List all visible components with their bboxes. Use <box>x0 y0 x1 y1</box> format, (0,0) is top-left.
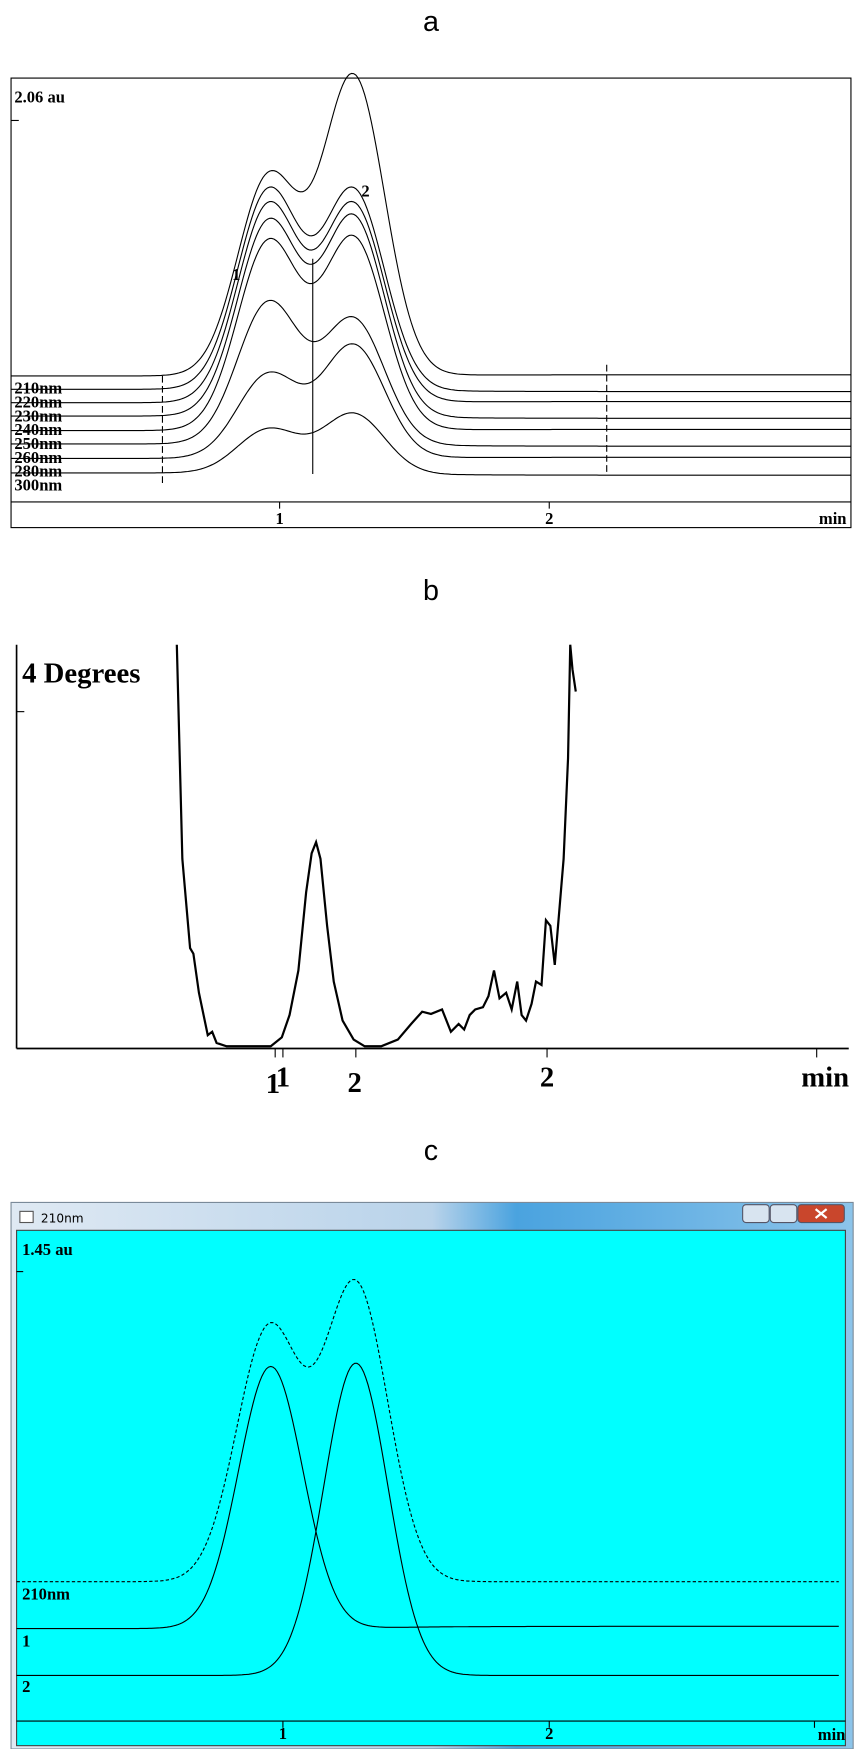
window-title: 210nm <box>41 1211 84 1225</box>
y-label: 1.45 au <box>22 1240 73 1259</box>
panel-label: c <box>424 1135 438 1167</box>
trace-label: 210nm <box>22 1584 70 1603</box>
trace <box>11 412 851 476</box>
plot-frame <box>10 77 852 529</box>
y-label: 4 Degrees <box>22 658 140 690</box>
channel-label: 210nm <box>14 379 62 398</box>
channel-label: 260nm <box>14 448 62 467</box>
y-label: 2.06 au <box>14 88 65 107</box>
x-tick-label: 1 <box>266 1068 280 1100</box>
maximize-button[interactable] <box>769 1204 798 1224</box>
x-unit: min <box>801 1061 849 1093</box>
trace <box>11 72 851 377</box>
x-unit: min <box>818 1725 846 1744</box>
plot-area <box>16 1229 846 1747</box>
trace <box>175 644 577 1048</box>
x-tick-label: 2 <box>540 1061 554 1093</box>
trace <box>16 1362 839 1676</box>
x-tick-label: 2 <box>545 1724 553 1743</box>
channel-label: 220nm <box>14 393 62 412</box>
panel-label: b <box>423 575 439 607</box>
channel-label: 280nm <box>14 462 62 481</box>
trace <box>11 186 851 393</box>
panel-label: a <box>423 6 440 38</box>
channel-label: 240nm <box>14 420 62 439</box>
trace-label: 2 <box>22 1677 30 1696</box>
x-tick-label: 1 <box>279 1724 287 1743</box>
channel-label: 300nm <box>14 475 62 494</box>
trace <box>11 299 851 447</box>
x-tick-label: 1 <box>276 1061 290 1093</box>
x-tick-label: 2 <box>348 1067 362 1099</box>
window-icon <box>19 1210 34 1224</box>
trace <box>16 1365 839 1630</box>
trace <box>11 200 851 404</box>
trace-label: 1 <box>22 1631 30 1650</box>
trace <box>11 343 851 460</box>
x-unit: min <box>819 509 847 528</box>
close-icon <box>814 1208 828 1219</box>
x-tick-label: 2 <box>545 509 553 528</box>
trace <box>11 213 851 419</box>
x-tick-label: 1 <box>275 509 283 528</box>
peak-label: 2 <box>361 181 369 200</box>
trace <box>11 234 851 432</box>
trace <box>16 1278 839 1583</box>
minimize-button[interactable] <box>742 1204 770 1224</box>
